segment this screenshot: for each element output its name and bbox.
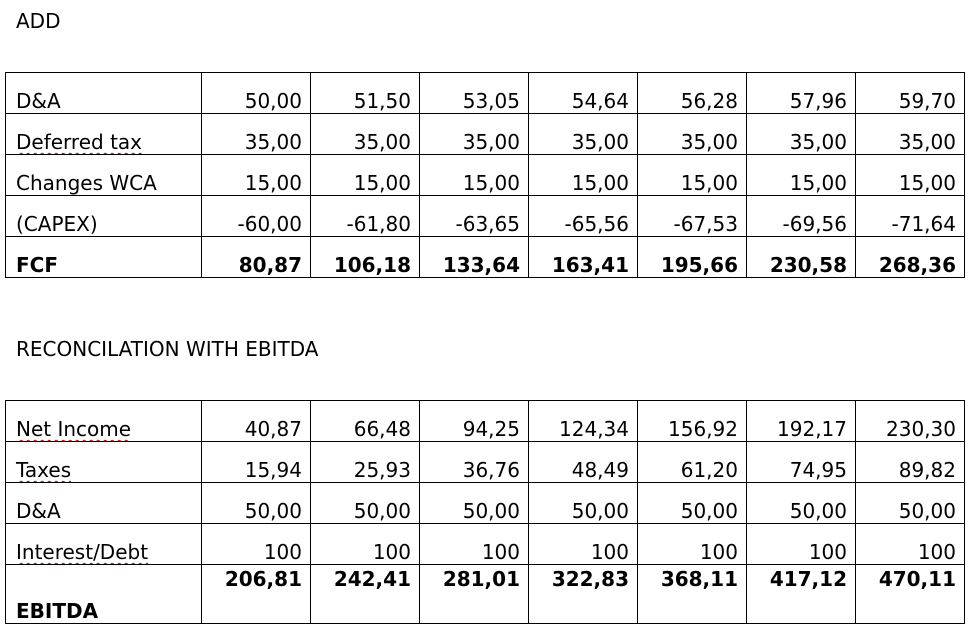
value-cell[interactable]: 100 (746, 523, 856, 565)
value-cell[interactable]: 66,48 (310, 400, 420, 442)
table-row: (CAPEX) -60,00 -61,80 -63,65 -65,56 -67,53 -69… (5, 195, 965, 237)
value-cell[interactable]: -63,65 (419, 195, 529, 237)
value-cell[interactable]: 54,64 (528, 72, 638, 114)
value-cell[interactable]: 50,00 (419, 482, 529, 524)
value-cell[interactable]: 53,05 (419, 72, 529, 114)
value-cell[interactable]: -67,53 (637, 195, 747, 237)
fcf-table: D&A 50,00 51,50 53,05 54,64 56,28 57,96 59,70 De… (5, 72, 965, 278)
value-cell[interactable]: 40,87 (201, 400, 311, 442)
spellcheck-underlined-text: Interest/Debt (16, 540, 149, 564)
value-cell[interactable]: 74,95 (746, 441, 856, 483)
value-cell[interactable]: 100 (855, 523, 965, 565)
total-value-cell[interactable]: 322,83 (528, 564, 638, 624)
total-row: EBITDA 206,81 242,41 281,01 322,83 368,11 417,… (5, 564, 965, 624)
total-value-cell[interactable]: 281,01 (419, 564, 529, 624)
value-cell[interactable]: 35,00 (201, 113, 311, 155)
value-cell[interactable]: 100 (528, 523, 638, 565)
row-label-cell[interactable]: D&A (5, 72, 202, 114)
table-row: Net Income 40,87 66,48 94,25 124,34 156,92 192… (5, 400, 965, 442)
value-cell[interactable]: 51,50 (310, 72, 420, 114)
value-cell[interactable]: 35,00 (419, 113, 529, 155)
table-row: Interest/Debt 100 100 100 100 100 100 100 (5, 523, 965, 565)
value-cell[interactable]: 156,92 (637, 400, 747, 442)
value-cell[interactable]: 35,00 (637, 113, 747, 155)
value-cell[interactable]: 15,00 (746, 154, 856, 196)
total-value-cell[interactable]: 417,12 (746, 564, 856, 624)
value-cell[interactable]: -61,80 (310, 195, 420, 237)
value-cell[interactable]: 230,30 (855, 400, 965, 442)
value-cell[interactable]: 35,00 (528, 113, 638, 155)
ebitda-reconciliation-table: Net Income 40,87 66,48 94,25 124,34 156,92 192… (5, 400, 965, 624)
value-cell[interactable]: 50,00 (855, 482, 965, 524)
value-cell[interactable]: 57,96 (746, 72, 856, 114)
value-cell[interactable]: 15,00 (310, 154, 420, 196)
value-cell[interactable]: 124,34 (528, 400, 638, 442)
row-label-cell[interactable]: Changes WCA (5, 154, 202, 196)
value-cell[interactable]: 50,00 (746, 482, 856, 524)
value-cell[interactable]: 61,20 (637, 441, 747, 483)
value-cell[interactable]: 35,00 (310, 113, 420, 155)
value-cell[interactable]: 50,00 (201, 72, 311, 114)
total-value-cell[interactable]: 106,18 (310, 236, 420, 278)
value-cell[interactable]: -71,64 (855, 195, 965, 237)
value-cell[interactable]: 25,93 (310, 441, 420, 483)
value-cell[interactable]: 48,49 (528, 441, 638, 483)
value-cell[interactable]: 100 (310, 523, 420, 565)
section-heading-add: ADD (16, 9, 61, 33)
row-label-cell[interactable]: Interest/Debt (5, 523, 202, 565)
total-value-cell[interactable]: 206,81 (201, 564, 311, 624)
total-value-cell[interactable]: 163,41 (528, 236, 638, 278)
total-value-cell[interactable]: 368,11 (637, 564, 747, 624)
value-cell[interactable]: 192,17 (746, 400, 856, 442)
row-label-cell[interactable]: Taxes (5, 441, 202, 483)
value-cell[interactable]: 100 (419, 523, 529, 565)
table-row: D&A 50,00 50,00 50,00 50,00 50,00 50,00 50,00 (5, 482, 965, 524)
value-cell[interactable]: 15,00 (201, 154, 311, 196)
total-value-cell[interactable]: 195,66 (637, 236, 747, 278)
value-cell[interactable]: 35,00 (746, 113, 856, 155)
value-cell[interactable]: 15,00 (855, 154, 965, 196)
value-cell[interactable]: 94,25 (419, 400, 529, 442)
total-label-cell[interactable]: FCF (5, 236, 202, 278)
value-cell[interactable]: 15,00 (637, 154, 747, 196)
total-value-cell[interactable]: 80,87 (201, 236, 311, 278)
value-cell[interactable]: 15,94 (201, 441, 311, 483)
table-row: D&A 50,00 51,50 53,05 54,64 56,28 57,96 59,70 (5, 72, 965, 114)
value-cell[interactable]: 15,00 (528, 154, 638, 196)
total-row: FCF 80,87 106,18 133,64 163,41 195,66 230,58 26… (5, 236, 965, 278)
value-cell[interactable]: 50,00 (528, 482, 638, 524)
row-label-cell[interactable]: D&A (5, 482, 202, 524)
value-cell[interactable]: 89,82 (855, 441, 965, 483)
row-label-cell[interactable]: Net Income (5, 400, 202, 442)
value-cell[interactable]: 35,00 (855, 113, 965, 155)
total-value-cell[interactable]: 242,41 (310, 564, 420, 624)
table-row: Deferred tax 35,00 35,00 35,00 35,00 35,00 35,… (5, 113, 965, 155)
table-row: Taxes 15,94 25,93 36,76 48,49 61,20 74,95 89,82 (5, 441, 965, 483)
value-cell[interactable]: -69,56 (746, 195, 856, 237)
total-value-cell[interactable]: 470,11 (855, 564, 965, 624)
section-heading-reconciliation: RECONCILATION WITH EBITDA (16, 337, 319, 361)
total-value-cell[interactable]: 133,64 (419, 236, 529, 278)
value-cell[interactable]: -60,00 (201, 195, 311, 237)
value-cell[interactable]: -65,56 (528, 195, 638, 237)
total-label-cell[interactable]: EBITDA (5, 564, 202, 624)
total-value-cell[interactable]: 268,36 (855, 236, 965, 278)
value-cell[interactable]: 36,76 (419, 441, 529, 483)
value-cell[interactable]: 59,70 (855, 72, 965, 114)
value-cell[interactable]: 100 (637, 523, 747, 565)
row-label-cell[interactable]: (CAPEX) (5, 195, 202, 237)
value-cell[interactable]: 15,00 (419, 154, 529, 196)
spellcheck-underlined-text: Deferred tax (16, 130, 142, 154)
spellcheck-underlined-text: Taxes (16, 458, 72, 482)
value-cell[interactable]: 50,00 (201, 482, 311, 524)
row-label-cell[interactable]: Deferred tax (5, 113, 202, 155)
value-cell[interactable]: 50,00 (637, 482, 747, 524)
value-cell[interactable]: 100 (201, 523, 311, 565)
value-cell[interactable]: 50,00 (310, 482, 420, 524)
value-cell[interactable]: 56,28 (637, 72, 747, 114)
table-row: Changes WCA 15,00 15,00 15,00 15,00 15,00 15,0… (5, 154, 965, 196)
total-value-cell[interactable]: 230,58 (746, 236, 856, 278)
spellcheck-underlined-text: Net Income (16, 417, 132, 441)
